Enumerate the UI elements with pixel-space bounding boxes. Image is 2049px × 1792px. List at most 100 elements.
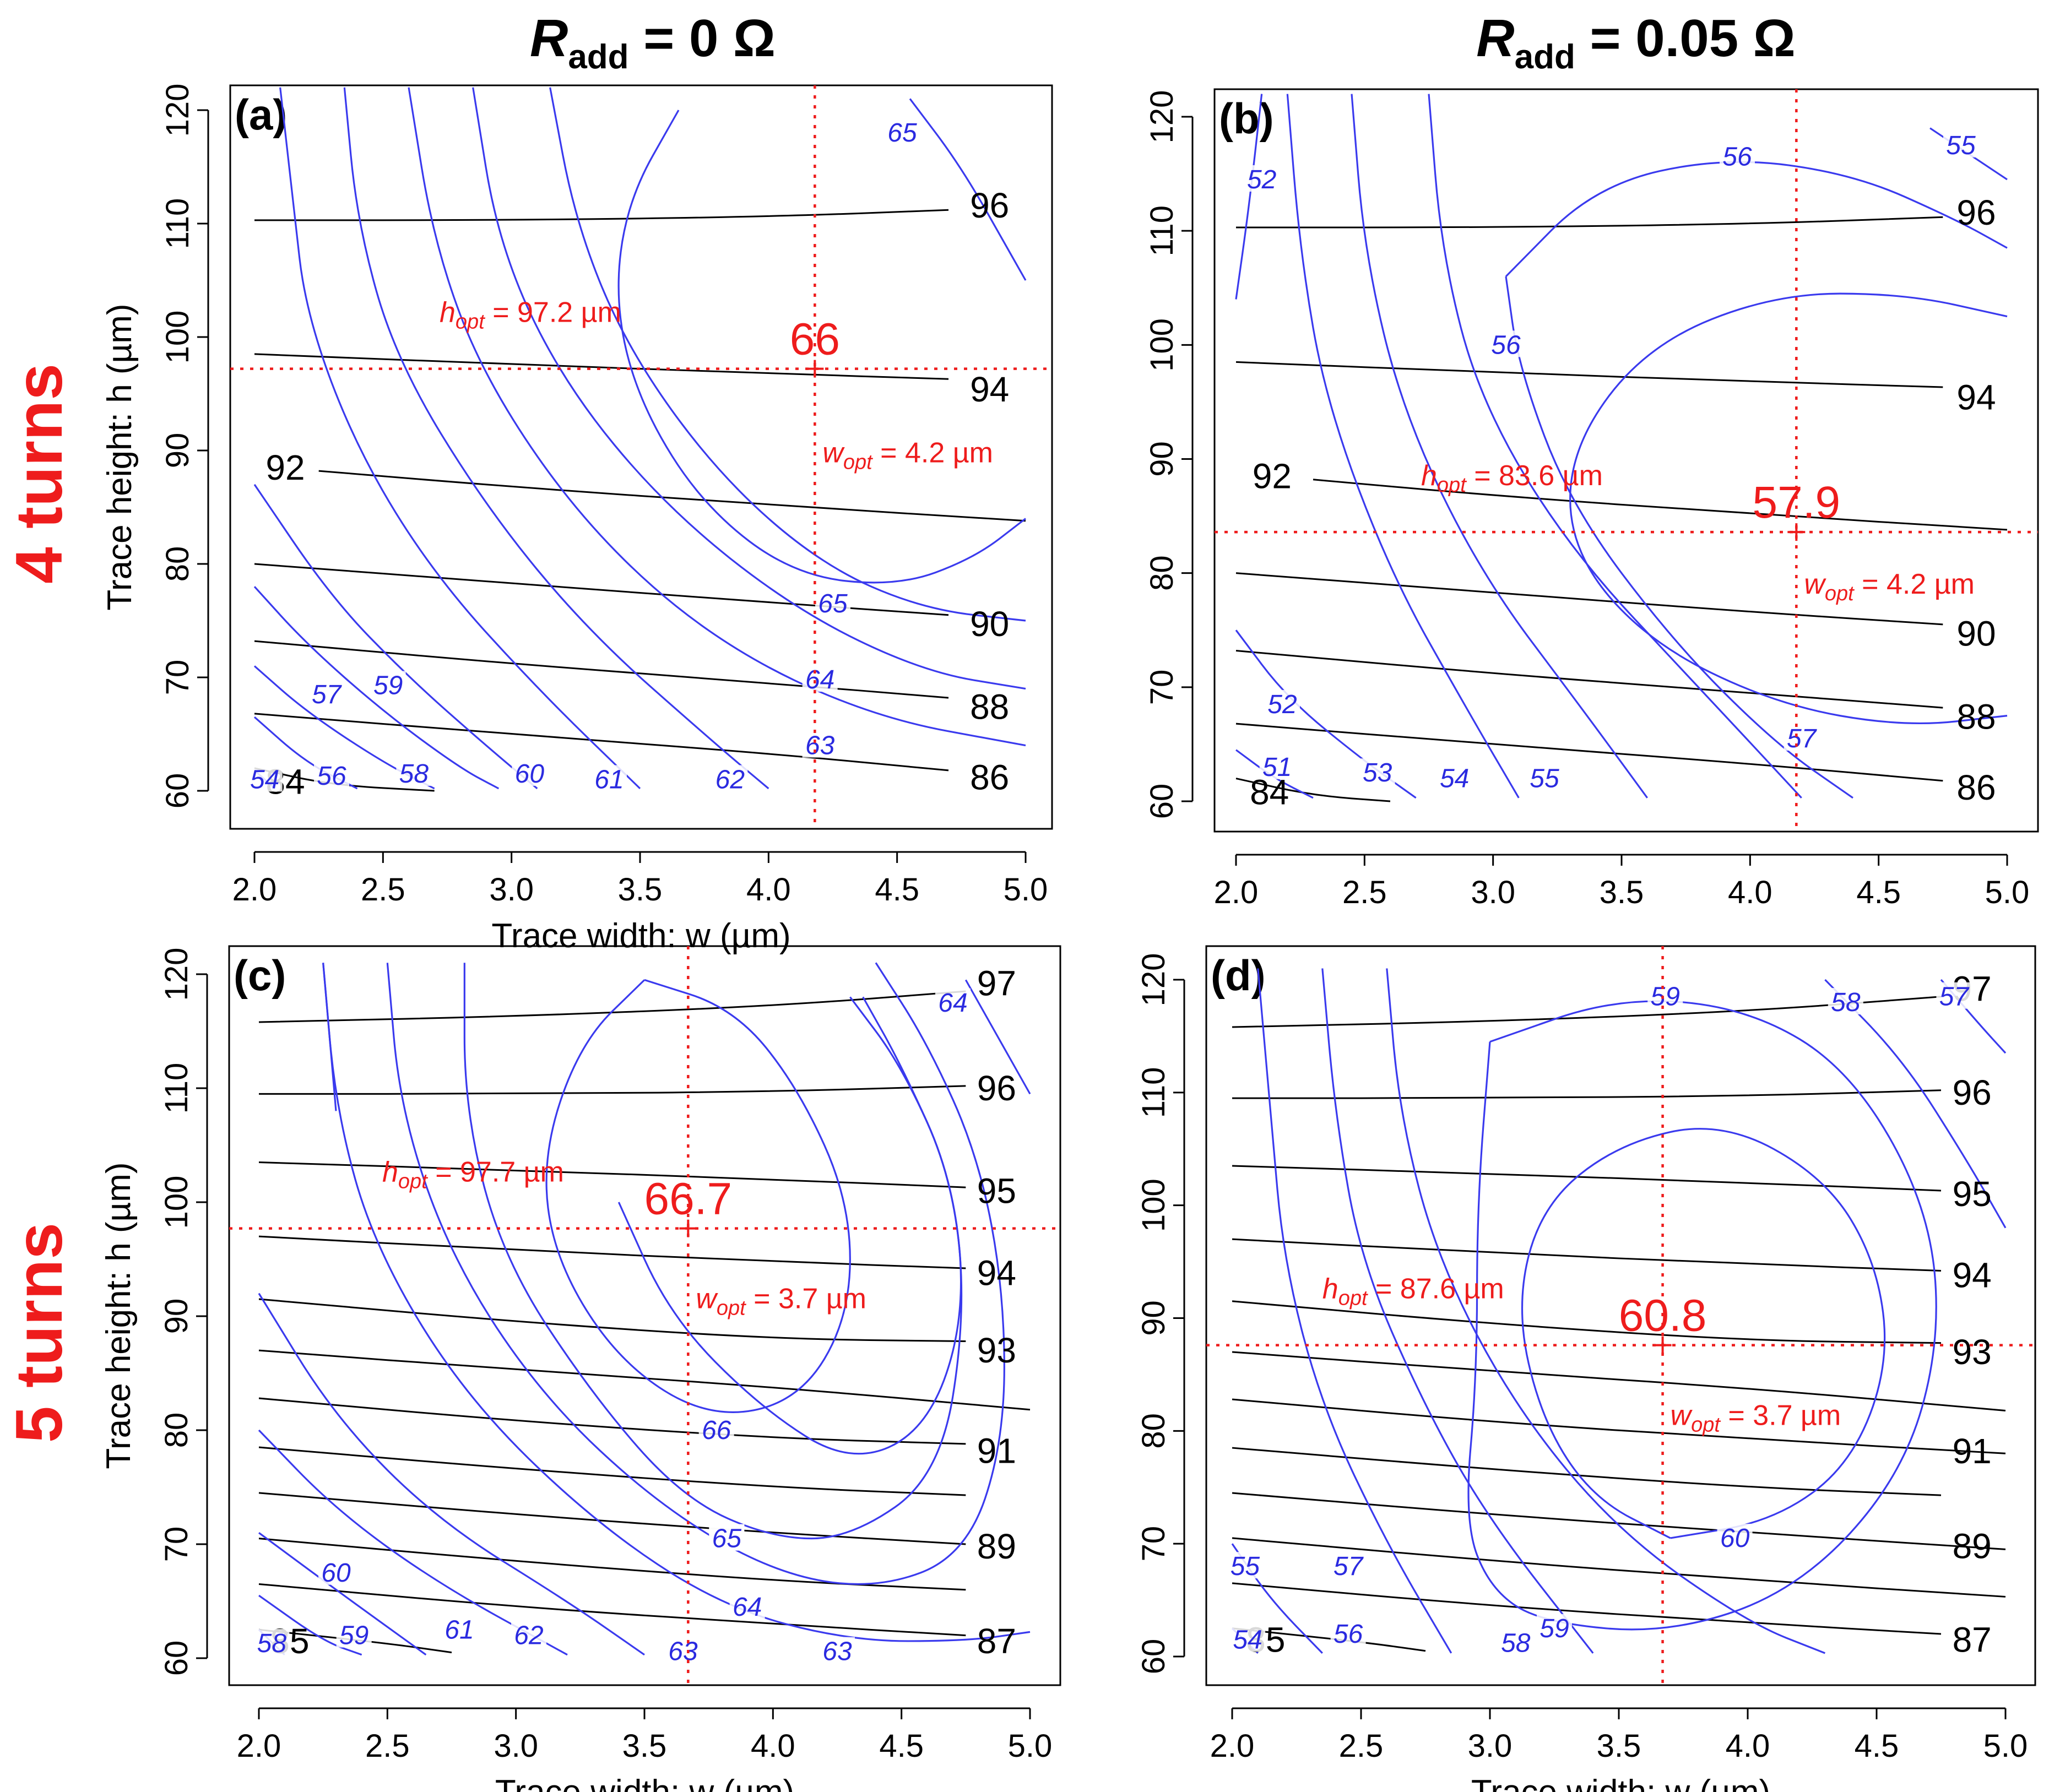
black-contour-line (1232, 1238, 1942, 1272)
blue-contour-label: 58 (257, 1629, 287, 1658)
y-tick-label: 80 (160, 546, 196, 582)
row-title-5-turns: 5 turns (2, 1223, 76, 1443)
row-title-4-turns: 4 turns (2, 363, 76, 584)
black-contour-line (254, 353, 949, 380)
h-opt-annotation: hopt = 97.7 µm (382, 1156, 564, 1193)
x-tick-label: 3.5 (1600, 875, 1644, 910)
blue-contour-line (1257, 968, 1452, 1654)
blue-contour-label: 60 (1720, 1524, 1750, 1553)
blue-contour-label: 53 (1363, 758, 1392, 788)
black-contour-line (1235, 361, 1943, 388)
y-tick-label: 90 (1136, 1300, 1172, 1336)
blue-contour-label: 54 (1440, 764, 1469, 794)
contour-label-mask (1359, 758, 1395, 785)
blue-contour-line (1351, 94, 1648, 799)
contour-label-mask (698, 1416, 734, 1442)
black-contour-line (1232, 1398, 2006, 1454)
black-contour-label: 97 (977, 964, 1016, 1003)
blue-contour-label: 55 (1231, 1552, 1260, 1581)
blue-contour-line (258, 1594, 362, 1656)
w-opt-annotation: wopt = 3.7 µm (1671, 1400, 1841, 1437)
y-tick-label: 110 (160, 198, 196, 249)
contour-label-mask (712, 765, 748, 792)
panel-a: (a) 2.0 2.5 3.0 3.5 4.0 4.5 5.0 60 70 80 90 100 110 12… (101, 84, 1053, 955)
black-contour-label: 94 (1956, 378, 1996, 417)
panel-c: (c) 2.0 2.5 3.0 3.5 4.0 4.5 5.0 60 70 80 90 100 110 12… (100, 945, 1061, 1792)
y-tick-label: 60 (160, 773, 196, 809)
contour-label-mask (1936, 982, 1972, 1009)
blue-contour-label: 59 (1651, 982, 1680, 1012)
black-contour-label: 94 (970, 370, 1009, 409)
black-contour-line (258, 990, 966, 1023)
panel-d: (d) 2.0 2.5 3.0 3.5 4.0 4.5 5.0 60 70 80 90 100 110 12… (1136, 945, 2036, 1792)
contour-label-mask (1828, 987, 1863, 1014)
w-opt-annotation: wopt = 4.2 µm (822, 437, 993, 474)
contour-label-mask (1488, 330, 1524, 357)
x-tick-label: 2.0 (232, 872, 277, 908)
contour-label-mask (1230, 1625, 1266, 1652)
x-tick-label: 4.5 (875, 872, 919, 908)
y-tick-label: 60 (159, 1641, 194, 1676)
panel-label: (d) (1211, 951, 1266, 1000)
blue-contour-line (1428, 94, 1802, 799)
blue-contour-label: 59 (339, 1621, 368, 1650)
contour-label-mask (442, 1615, 477, 1642)
blue-contour-label: 54 (1233, 1625, 1262, 1654)
blue-contour-label: 65 (887, 118, 917, 148)
panels-group: (a) 2.0 2.5 3.0 3.5 4.0 4.5 5.0 60 70 80 90 100 110 12… (100, 84, 2039, 1792)
contour-label-mask (511, 1621, 546, 1648)
contour-label-mask (318, 1558, 354, 1585)
contour-label-mask (935, 988, 971, 1015)
plot-frame (229, 84, 1053, 830)
contour-label-mask (1527, 764, 1562, 791)
contour-label-mask (336, 1621, 372, 1648)
x-tick-label: 5.0 (1983, 1728, 2028, 1764)
black-contour-label: 90 (970, 604, 1009, 644)
black-contour-line (1235, 572, 1943, 626)
y-tick-label: 120 (159, 948, 194, 1001)
x-tick-label: 3.5 (1597, 1728, 1641, 1764)
x-tick-label: 3.0 (494, 1728, 538, 1764)
black-contour-line (1232, 1447, 1942, 1496)
black-contour-label: 91 (977, 1431, 1016, 1470)
contour-label-mask (370, 671, 406, 698)
black-contour-label: 87 (977, 1621, 1016, 1661)
x-tick-label: 2.0 (1214, 875, 1259, 910)
blue-contour-label: 55 (1530, 764, 1559, 794)
y-tick-label: 120 (1136, 953, 1172, 1007)
blue-contour-label: 54 (250, 765, 279, 794)
contour-label-mask (592, 765, 627, 792)
contour-label-mask (802, 665, 838, 692)
x-axis-title: Trace width: w (µm) (495, 1773, 794, 1792)
x-tick-label: 5.0 (1985, 875, 2030, 910)
blue-contour-line (549, 87, 1026, 622)
blue-contour-line (1505, 276, 1853, 799)
blue-contour-label: 61 (445, 1615, 474, 1644)
panel-b: (b) 2.0 2.5 3.0 3.5 4.0 4.5 5.0 60 70 80 90 100 110 12… (1144, 88, 2039, 910)
black-contour-label: 91 (1953, 1431, 1992, 1471)
contour-label-mask (815, 589, 850, 616)
black-contour-line (1235, 778, 1391, 802)
black-contour-line (254, 563, 949, 616)
y-tick-label: 100 (159, 1176, 194, 1229)
black-contour-label: 96 (977, 1068, 1016, 1108)
contour-label-mask (1244, 165, 1280, 192)
blue-contour-label: 56 (317, 762, 346, 791)
x-tick-label: 4.5 (1855, 1728, 1899, 1764)
black-contour-label: 92 (1253, 457, 1292, 496)
blue-contour-line (1321, 968, 1594, 1654)
black-contour-label: 96 (1953, 1073, 1992, 1112)
black-contour-label: 88 (1956, 697, 1996, 737)
y-tick-label: 100 (160, 311, 196, 364)
optimum-marker (1654, 1336, 1672, 1354)
y-tick-label: 60 (1136, 1639, 1172, 1675)
contour-label-mask (1647, 982, 1683, 1009)
h-opt-annotation: hopt = 83.6 µm (1421, 460, 1603, 497)
contour-label-mask (1227, 1552, 1263, 1579)
blue-contour-line (617, 110, 1026, 584)
black-contour-label: 90 (1956, 613, 1996, 653)
blue-contour-label: 57 (1939, 982, 1970, 1012)
column-title-left: Radd = 0 Ω (530, 9, 776, 76)
blue-contour-line (258, 1293, 645, 1656)
y-tick-label: 90 (1144, 441, 1180, 477)
